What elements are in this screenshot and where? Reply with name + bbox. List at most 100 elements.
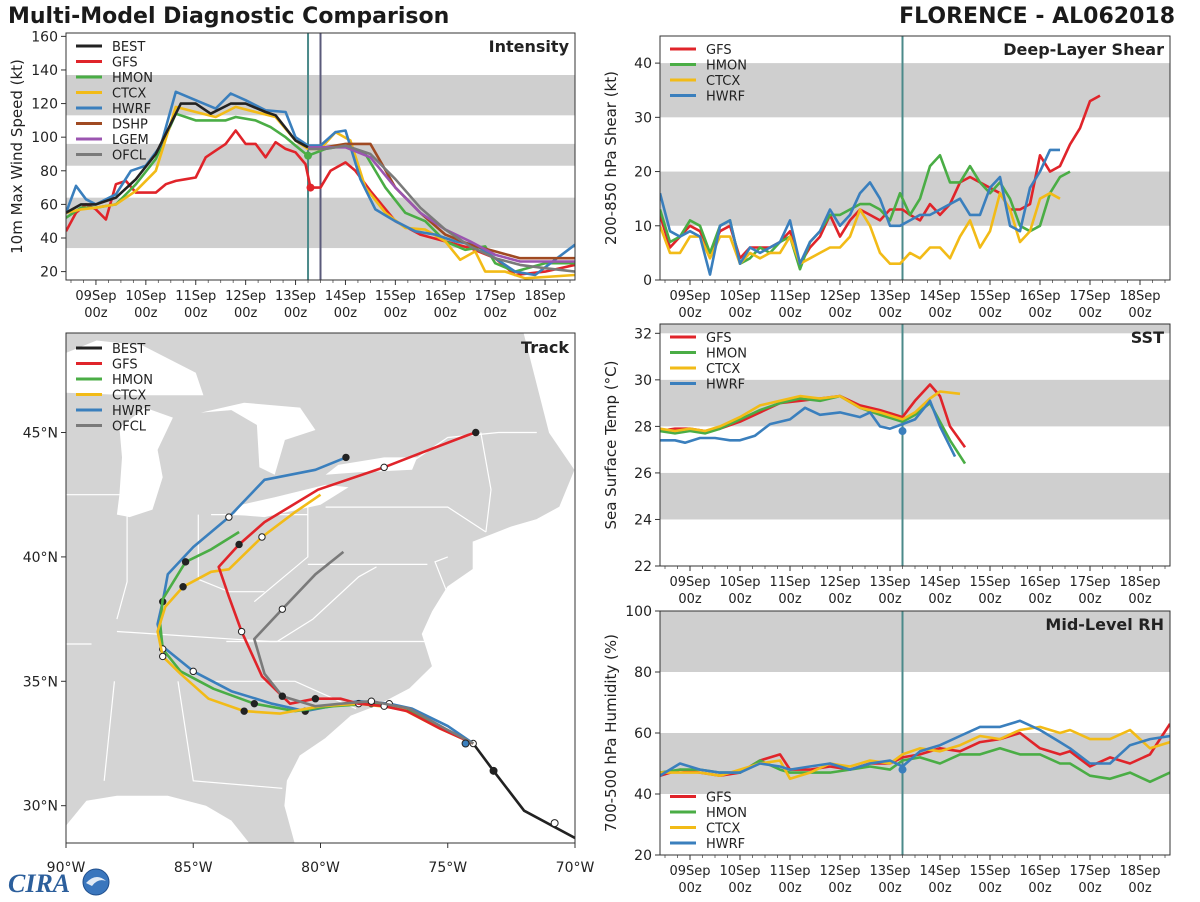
y-tick-label: 40 [634,787,652,803]
x-tick-label-hour: 00z [828,881,852,896]
legend-label-hmon: HMON [112,71,153,86]
x-tick-label-hour: 00z [878,881,902,896]
series-group [660,383,967,465]
panel-title: SST [1131,328,1164,347]
y-tick-label: 20 [634,848,652,864]
legend-label-best: BEST [112,342,145,357]
y-tick-label: 22 [634,559,652,575]
x-tick-label-hour: 00z [434,306,458,321]
legend-label-ctcx: CTCX [112,87,146,102]
x-tick-label-hour: 00z [1128,592,1152,607]
track-point-hwrf [189,667,197,676]
x-tick-label-hour: 00z [678,306,702,321]
series-line-ctcx [660,390,961,433]
x-tick-label-date: 09Sep [669,289,710,304]
track-point-ofcl [278,692,287,700]
chart-panel-0: 09Sep 00z 10Sep 00z 11Sep 00z 12Sep 00z 13Sep 00z… [8,29,576,321]
x-tick-label-hour: 00z [284,306,308,321]
series-line-best [66,102,309,214]
x-tick-label-date: 15Sep [969,289,1010,304]
track-point-ctcx [179,583,187,591]
shade-band [660,324,1170,334]
shade-band [660,63,1170,118]
map-layer [66,333,575,843]
track-point-gfs [237,627,246,636]
x-tick-label-date: 15Sep [969,864,1010,879]
x-tick-label-date: 17Sep [1069,289,1110,304]
track-point-hwrf [342,453,350,462]
plot-frame [659,35,1171,281]
track-map-panel: Track 90°W 85°W 80°W 75°W 70°W 30°N 35°N 40°N 45°… [23,332,594,876]
x-tick-label-date: 11Sep [769,575,810,590]
legend-label-ctcx: CTCX [706,74,740,89]
shade-band [660,472,1170,520]
series-group [660,94,1101,276]
x-tick-label-date: 16Sep [1019,575,1060,590]
track-point-gfs [472,428,480,437]
x-tick-label-hour: 00z [928,306,952,321]
x-tick-label-hour: 00z [828,306,852,321]
series-group [66,90,575,280]
cira-swirl-icon [86,876,106,886]
state-border [480,432,492,533]
x-tick-label-hour: 00z [978,881,1002,896]
x-tick-label-hour: 00z [1128,306,1152,321]
x-tick-label-hour: 00z [1028,592,1052,607]
track-point-gfs [311,695,320,703]
marker-hwrf [898,427,907,436]
state-border [325,506,487,533]
x-tick-label-date: 17Sep [475,289,516,304]
x-tick-label-date: 10Sep [719,575,760,590]
y-tick-label: 24 [634,512,652,528]
page-title-right: FLORENCE - AL062018 [899,4,1175,29]
y-tick-label: 30 [634,373,652,389]
x-tick-label-hour: 00z [384,306,408,321]
page-title-left: Multi-Model Diagnostic Comparison [8,4,450,29]
x-tick-label-hour: 00z [978,592,1002,607]
x-tick-label-date: 18Sep [525,289,566,304]
y-tick-label: 28 [634,419,652,435]
x-tick-label-date: 14Sep [325,289,366,304]
great-lake [200,402,316,475]
lat-tick-label: 40°N [23,550,58,566]
track-line-best [472,742,575,840]
x-tick-label-hour: 00z [533,306,557,321]
y-tick-label: 100 [625,604,652,620]
x-tick-label-date: 14Sep [919,289,960,304]
x-tick-label-hour: 00z [928,592,952,607]
y-tick-label: 30 [634,110,652,126]
x-tick-label-hour: 00z [1028,306,1052,321]
x-tick-label-hour: 00z [778,306,802,321]
x-tick-label-date: 15Sep [375,289,416,304]
shade-band [660,611,1170,672]
marker-hwrf [898,765,907,774]
state-border [226,566,377,643]
x-tick-label-hour: 00z [234,306,258,321]
lat-tick-label: 35°N [23,674,58,690]
track-line-ofcl [253,550,474,745]
x-tick-label-date: 13Sep [275,289,316,304]
x-tick-label-date: 09Sep [669,575,710,590]
x-tick-label-date: 13Sep [869,864,910,879]
x-tick-label-date: 11Sep [769,864,810,879]
track-point-ctcx [240,707,248,715]
plot-frame [659,323,1171,567]
panel-title: Deep-Layer Shear [1003,40,1164,59]
series-line-ctcx [660,191,1061,265]
y-tick-label: 80 [40,164,58,180]
legend-label-ofcl: OFCL [112,149,147,164]
marker-gfs [306,183,315,192]
x-tick-label-date: 10Sep [125,289,166,304]
x-tick-label-date: 10Sep [719,289,760,304]
cira-logo: CIRA [6,866,116,902]
track-point-ofcl [278,605,287,613]
legend-label-ctcx: CTCX [112,389,146,404]
track-point-gfs [380,463,388,472]
y-tick-label: 60 [40,197,58,213]
lon-tick-label: 75°W [428,860,467,876]
y-axis-label: 10m Max Wind Speed (kt) [8,59,26,254]
y-axis-label: Sea Surface Temp (°C) [602,360,620,529]
gulf-water [66,795,250,843]
series-line-hwrf [660,719,1170,777]
